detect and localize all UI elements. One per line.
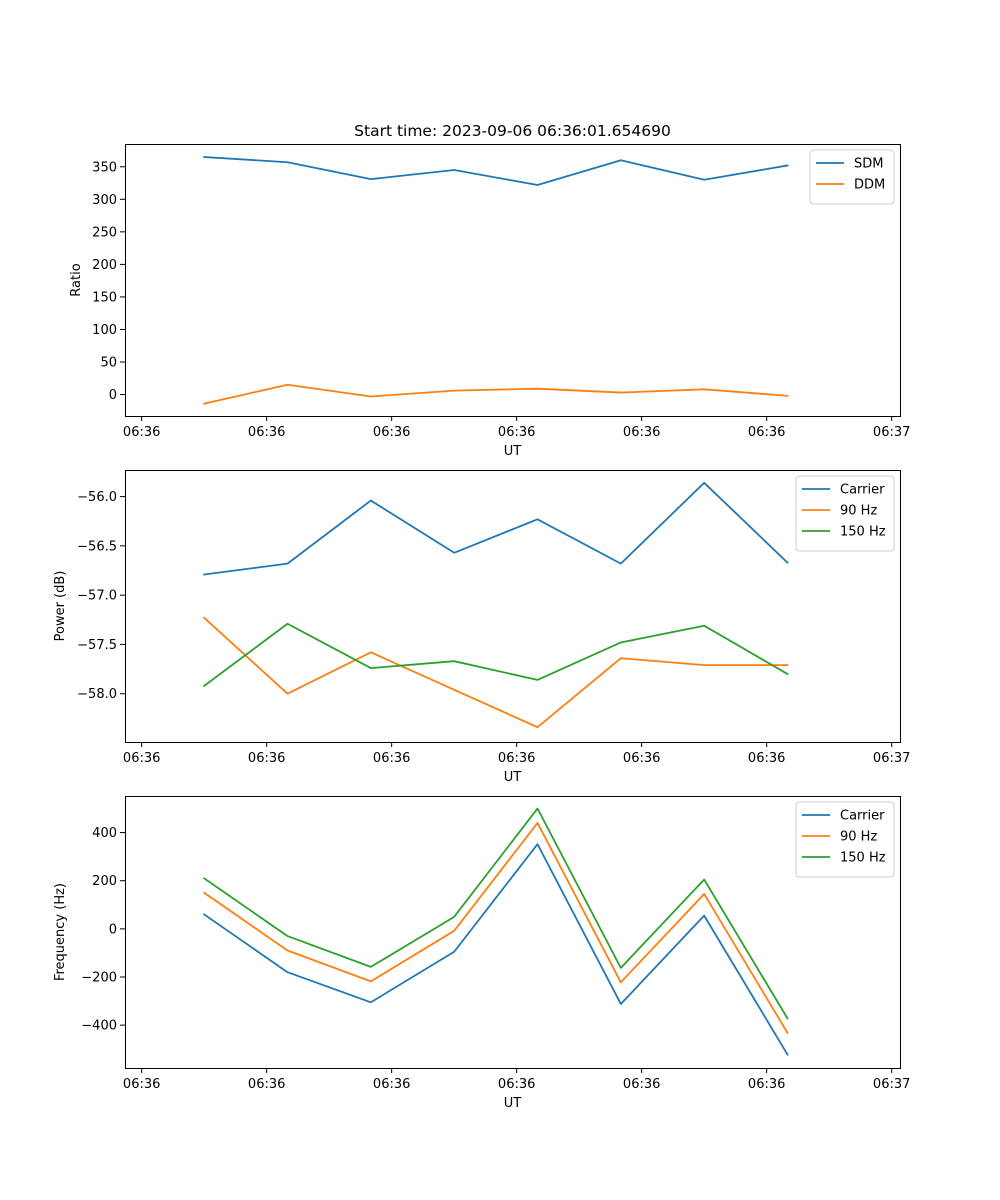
axes-frame xyxy=(125,144,901,417)
legend-label: 90 Hz xyxy=(840,504,877,519)
legend-label: Carrier xyxy=(840,809,885,824)
y-tick-label: 100 xyxy=(92,323,117,338)
x-tick-label: 06:36 xyxy=(123,751,160,766)
x-tick-label: 06:36 xyxy=(748,751,785,766)
series-line-sdm xyxy=(203,156,789,186)
chart-title: Start time: 2023-09-06 06:36:01.654690 xyxy=(354,122,671,140)
y-tick-label: 50 xyxy=(100,355,117,370)
subplot-1: Start time: 2023-09-06 06:36:01.654690 06… xyxy=(69,122,910,459)
x-tick-label: 06:36 xyxy=(748,425,785,440)
series-line-90-hz xyxy=(202,616,789,729)
y-tick-label: 200 xyxy=(92,874,117,889)
x-tick-label: 06:36 xyxy=(123,425,160,440)
y-tick-label: −56.5 xyxy=(77,539,117,554)
x-tick-label: 06:36 xyxy=(623,1077,660,1092)
y-axis-label: Ratio xyxy=(69,263,84,296)
legend-label: 90 Hz xyxy=(840,830,877,845)
y-tick-label: −57.0 xyxy=(77,589,117,604)
legend-label: SDM xyxy=(854,157,883,172)
x-tick-label: 06:36 xyxy=(373,425,410,440)
series-line-carrier xyxy=(202,843,789,1056)
y-tick-label: −200 xyxy=(81,971,117,986)
x-tick-label: 06:37 xyxy=(873,1077,910,1092)
y-tick-label: −400 xyxy=(81,1019,117,1034)
y-tick-label: 0 xyxy=(109,388,117,403)
y-tick-label: 400 xyxy=(92,826,117,841)
x-tick-label: 06:37 xyxy=(873,425,910,440)
x-tick-label: 06:36 xyxy=(373,751,410,766)
legend-label: 150 Hz xyxy=(840,525,886,540)
legend-box xyxy=(795,801,895,878)
x-axis-label: UT xyxy=(504,1096,522,1111)
y-tick-label: −58.0 xyxy=(77,687,117,702)
legend-label: DDM xyxy=(854,178,885,193)
subplot-3: 06:36 06:36 06:36 06:36 06:36 06:36 06:37 −400 −… xyxy=(53,796,910,1111)
y-tick-label: 150 xyxy=(92,290,117,305)
y-tick-label: −57.5 xyxy=(77,638,117,653)
y-tick-label: 300 xyxy=(92,193,117,208)
x-tick-label: 06:36 xyxy=(498,751,535,766)
x-tick-label: 06:36 xyxy=(623,425,660,440)
axes-frame xyxy=(125,470,901,743)
legend: Carrier 90 Hz 150 Hz xyxy=(795,475,895,552)
x-tick-label: 06:36 xyxy=(373,1077,410,1092)
legend: Carrier 90 Hz 150 Hz xyxy=(795,801,895,878)
axes-frame xyxy=(125,796,901,1069)
subplot-2: 06:36 06:36 06:36 06:36 06:36 06:36 06:37 −58.0… xyxy=(53,470,910,785)
x-tick-label: 06:36 xyxy=(248,1077,285,1092)
x-tick-label: 06:36 xyxy=(748,1077,785,1092)
series-line-150-hz xyxy=(202,807,789,1020)
y-axis-label: Power (dB) xyxy=(53,571,68,642)
x-tick-label: 06:36 xyxy=(248,425,285,440)
x-axis-label: UT xyxy=(504,770,522,785)
series-line-90-hz xyxy=(202,822,789,1035)
x-tick-label: 06:36 xyxy=(623,751,660,766)
series-line-ddm xyxy=(203,383,789,405)
legend-box xyxy=(795,475,895,552)
legend-label: 150 Hz xyxy=(840,851,886,866)
x-tick-label: 06:36 xyxy=(248,751,285,766)
legend: SDM DDM xyxy=(809,149,895,205)
x-tick-label: 06:36 xyxy=(498,425,535,440)
series-line-carrier xyxy=(203,481,789,576)
x-tick-label: 06:37 xyxy=(873,751,910,766)
x-axis-label: UT xyxy=(504,444,522,459)
series-line-150-hz xyxy=(202,622,789,688)
y-tick-label: −56.0 xyxy=(77,490,117,505)
legend-label: Carrier xyxy=(840,483,885,498)
x-tick-label: 06:36 xyxy=(498,1077,535,1092)
y-tick-label: 0 xyxy=(109,922,117,937)
y-tick-label: 200 xyxy=(92,258,117,273)
x-tick-label: 06:36 xyxy=(123,1077,160,1092)
y-tick-label: 350 xyxy=(92,160,117,175)
y-tick-label: 250 xyxy=(92,225,117,240)
y-axis-label: Frequency (Hz) xyxy=(53,883,68,981)
